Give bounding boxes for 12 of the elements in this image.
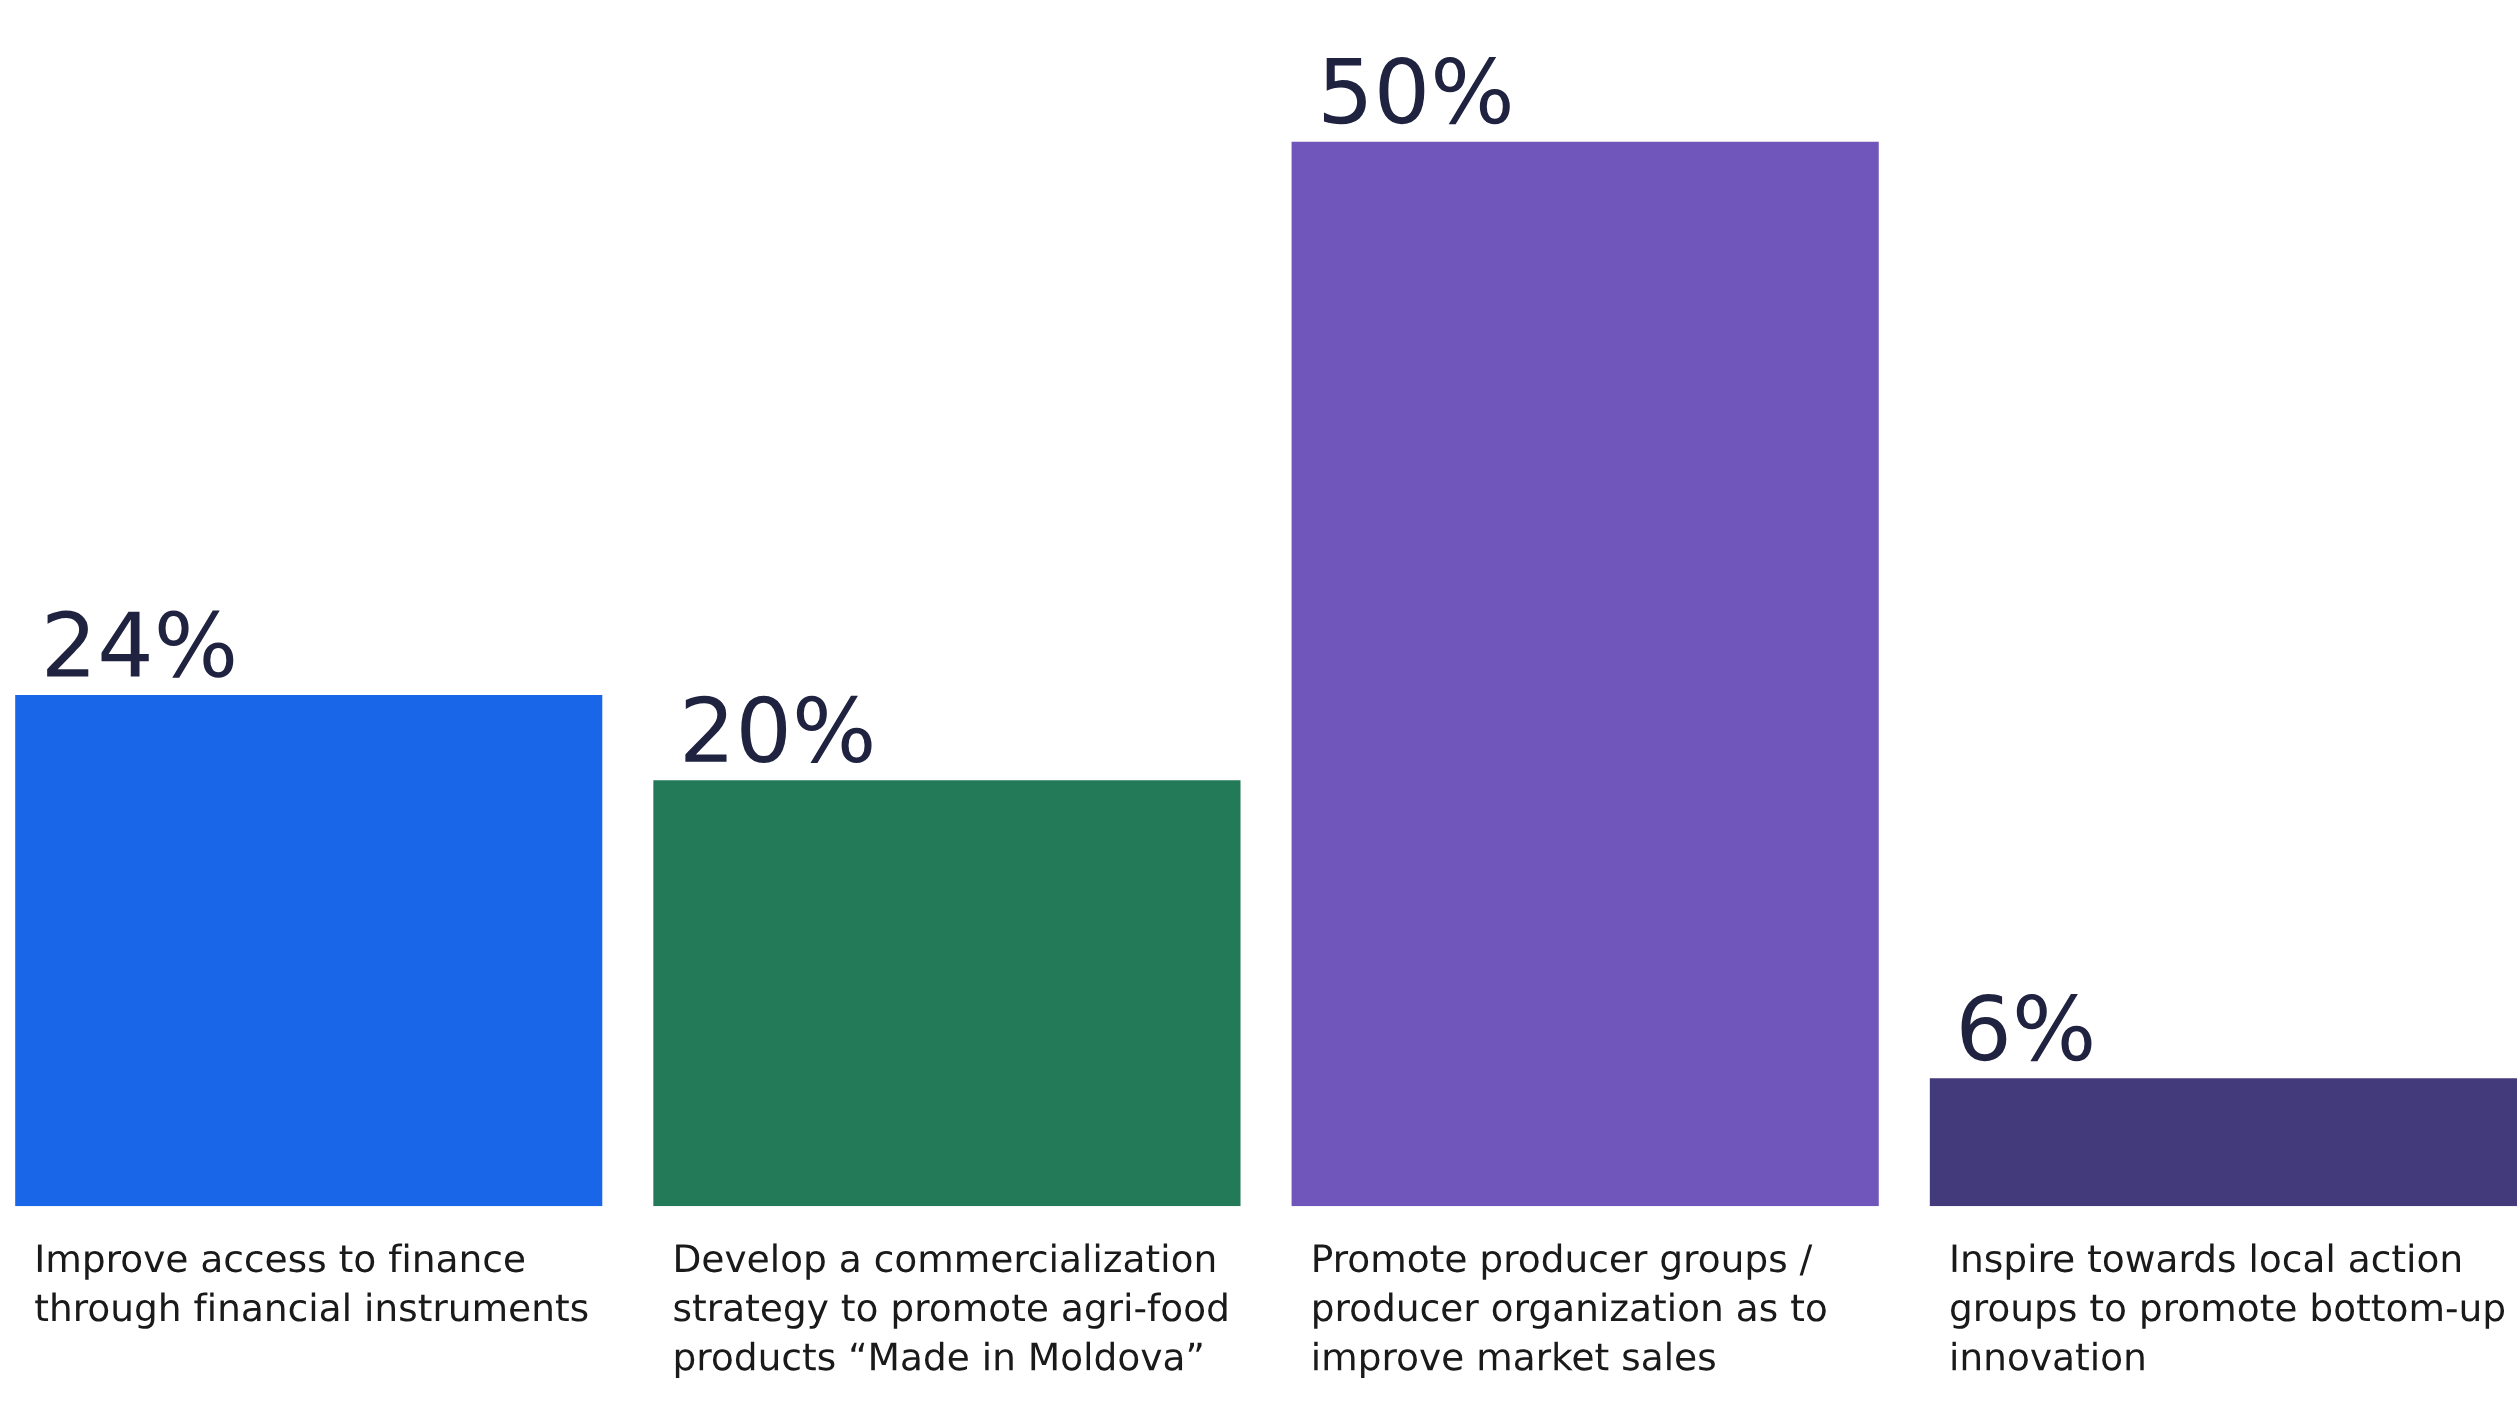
x-tick-label: Promote producer groups / producer organization as to improve market sales — [1314, 1243, 1826, 1378]
bar — [653, 780, 1241, 1207]
bar — [15, 695, 603, 1207]
data-label: 24% — [47, 610, 234, 678]
data-label: 6% — [1961, 993, 2092, 1062]
x-tick-label: Develop a commercialization strategy to promote agri-food products “Made in Moldova” — [674, 1243, 1227, 1378]
bar — [1929, 1078, 2517, 1207]
x-tick-label: Improve access to finance through financial instruments — [35, 1243, 588, 1329]
data-label: 20% — [685, 695, 872, 764]
bar — [1291, 141, 1879, 1207]
data-label: 50% — [1323, 56, 1510, 125]
x-tick-label: Inspire towards local action groups to promote bottom-up innovation — [1951, 1243, 2505, 1371]
